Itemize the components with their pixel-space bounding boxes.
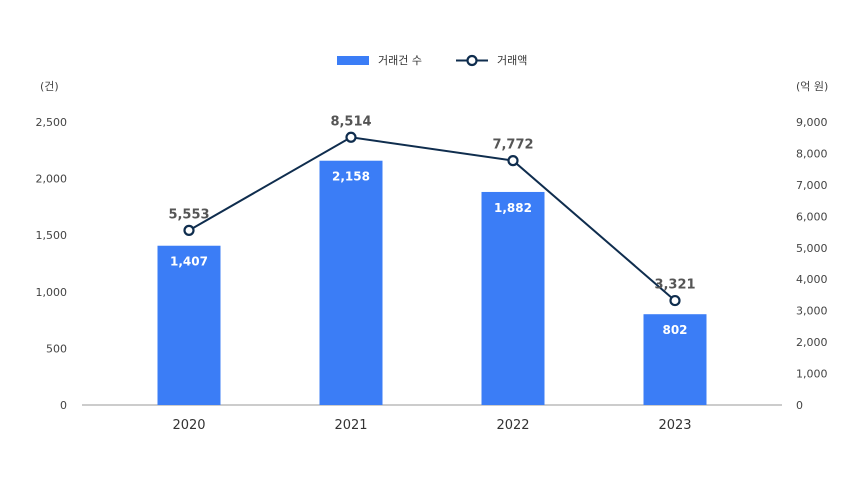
- left-tick-label: 1,000: [36, 286, 68, 299]
- bar-value-label: 802: [662, 323, 687, 337]
- x-category-label: 2020: [172, 418, 205, 433]
- line-value-label: 8,514: [330, 114, 371, 129]
- bar: [157, 245, 221, 405]
- left-axis-unit: (건): [40, 80, 59, 93]
- series-line: [188, 136, 676, 302]
- right-tick-label: 1,000: [796, 368, 828, 381]
- right-tick-label: 4,000: [796, 273, 828, 286]
- bar-series: 1,407 2,158 1,882 802: [157, 160, 707, 405]
- line-value-label: 3,321: [654, 278, 695, 293]
- line-point: [183, 224, 195, 236]
- bar: [319, 160, 383, 405]
- left-tick-label: 1,500: [36, 229, 68, 242]
- legend-bar-label: 거래건 수: [378, 54, 422, 67]
- right-tick-label: 7,000: [796, 179, 828, 192]
- x-category-label: 2022: [496, 418, 529, 433]
- left-tick-label: 2,000: [36, 173, 68, 186]
- right-axis-ticks: 0 1,000 2,000 3,000 4,000 5,000 6,000 7,000 8,00…: [796, 116, 828, 412]
- left-tick-label: 500: [46, 342, 67, 355]
- x-category-label: 2023: [658, 418, 691, 433]
- bar-value-label: 1,407: [170, 255, 208, 269]
- bar: [643, 314, 707, 405]
- bar-value-label: 2,158: [332, 170, 370, 184]
- line-point: [507, 155, 519, 167]
- right-tick-label: 6,000: [796, 210, 828, 223]
- line-value-label: 5,553: [168, 207, 209, 222]
- x-axis-categories: 2020 2021 2022 2023: [172, 418, 691, 433]
- right-tick-label: 3,000: [796, 305, 828, 318]
- right-tick-label: 0: [796, 399, 803, 412]
- line-series: 5,553 8,514 7,772 3,321: [168, 114, 696, 307]
- legend-bar-swatch: [337, 56, 369, 65]
- left-tick-label: 0: [60, 399, 67, 412]
- line-point: [345, 131, 357, 143]
- left-axis-ticks: 0 500 1,000 1,500 2,000 2,500: [36, 116, 68, 412]
- legend-line-label: 거래액: [497, 54, 527, 67]
- right-tick-label: 5,000: [796, 242, 828, 255]
- legend: 거래건 수 거래액: [337, 54, 527, 67]
- right-tick-label: 9,000: [796, 116, 828, 129]
- legend-line-marker: [466, 54, 478, 67]
- line-value-label: 7,772: [492, 138, 533, 153]
- bar-value-label: 1,882: [494, 201, 532, 215]
- line-point: [669, 294, 681, 307]
- right-axis-unit: (억 원): [796, 80, 828, 93]
- right-tick-label: 2,000: [796, 336, 828, 349]
- x-category-label: 2021: [334, 418, 367, 433]
- bar: [481, 191, 545, 405]
- left-tick-label: 2,500: [36, 116, 68, 129]
- right-tick-label: 8,000: [796, 147, 828, 160]
